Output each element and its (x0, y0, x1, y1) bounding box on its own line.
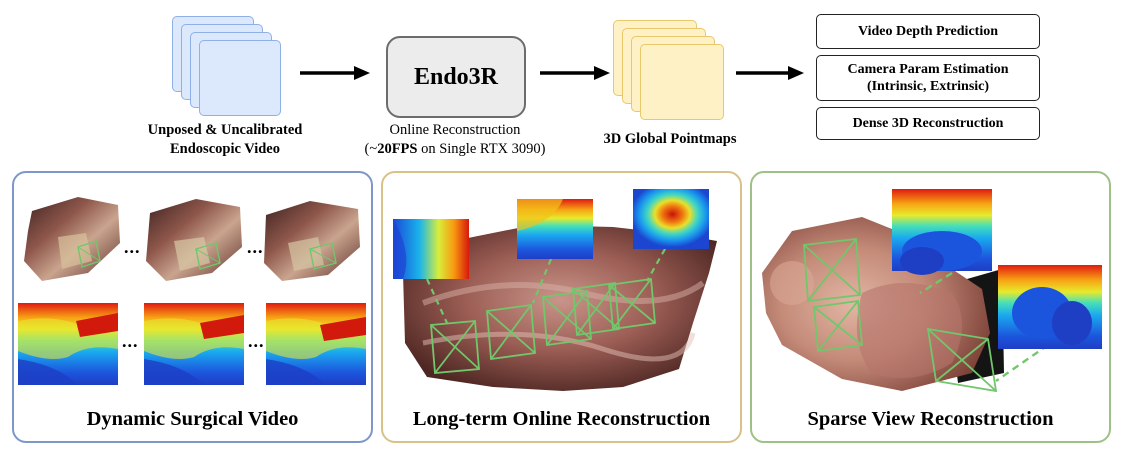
panel-title-dynamic: Dynamic Surgical Video (86, 408, 299, 430)
panel-title-online: Long-term Online Reconstruction (412, 408, 711, 430)
output-camera-param-label: Camera Param Estimation (847, 62, 1009, 77)
video-depth-1 (18, 303, 118, 385)
output-dense-3d-label: Dense 3D Reconstruction (852, 116, 1004, 131)
panel-long-term-online: Long-term Online Reconstruction (381, 171, 742, 443)
online-reconstruction-scene (393, 189, 717, 391)
model-caption-prefix: (~ (364, 141, 378, 157)
ellipsis-depth-1: ... (122, 331, 139, 351)
input-caption-line2: Endoscopic Video (170, 141, 280, 157)
model-caption-line1: Online Reconstruction (389, 122, 521, 138)
pipeline-arrows (300, 66, 804, 80)
video-depth-3 (266, 303, 366, 385)
model-caption-fps: 20FPS (377, 141, 418, 157)
panel-dynamic-surgical-video: ... ... ... ... Dynamic Surgical Video (12, 171, 373, 443)
panel-title-sparse: Sparse View Reconstruction (807, 408, 1054, 430)
ellipsis-frames-2: ... (247, 237, 264, 257)
panel-sparse-view: Sparse View Reconstruction (750, 171, 1111, 443)
output-dense-3d: Dense 3D Reconstruction (816, 107, 1040, 140)
output-video-depth-label: Video Depth Prediction (858, 24, 998, 39)
video-frame-1 (24, 197, 120, 281)
model-caption: Online Reconstruction (~20FPS on Single … (340, 121, 570, 159)
input-caption: Unposed & Uncalibrated Endoscopic Video (112, 121, 338, 159)
model-caption-line2: (~20FPS on Single RTX 3090) (340, 140, 570, 159)
output-camera-param-sub: (Intrinsic, Extrinsic) (866, 79, 990, 94)
video-depth-2 (144, 303, 244, 385)
pointmaps-caption: 3D Global Pointmaps (603, 131, 737, 147)
ellipsis-depth-2: ... (248, 331, 265, 351)
ellipsis-frames-1: ... (124, 237, 141, 257)
sparse-reconstruction-scene (762, 189, 1102, 393)
video-frame-2 (146, 199, 242, 281)
endo3r-model-box: Endo3R (386, 36, 526, 118)
output-camera-param: Camera Param Estimation (Intrinsic, Extr… (816, 55, 1040, 101)
output-video-depth: Video Depth Prediction (816, 14, 1040, 49)
video-frame-3 (264, 201, 360, 281)
input-caption-line1: Unposed & Uncalibrated (147, 122, 303, 138)
model-caption-suffix: on Single RTX 3090) (417, 141, 546, 157)
